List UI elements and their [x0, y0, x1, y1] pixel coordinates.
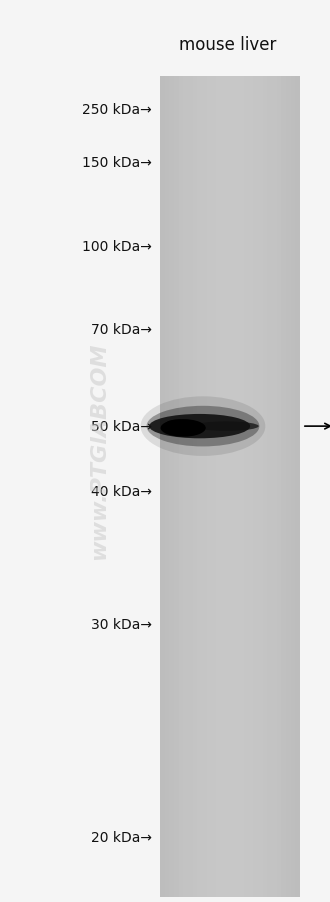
Bar — [197, 77, 202, 897]
Bar — [165, 77, 169, 897]
Bar — [207, 77, 211, 897]
Bar — [169, 77, 174, 897]
Bar — [174, 77, 179, 897]
Text: 50 kDa→: 50 kDa→ — [91, 419, 152, 434]
Ellipse shape — [149, 414, 250, 438]
Bar — [183, 77, 188, 897]
Bar — [263, 77, 267, 897]
Bar — [216, 77, 220, 897]
Bar — [291, 77, 295, 897]
Bar — [272, 77, 277, 897]
Ellipse shape — [147, 406, 259, 446]
Bar — [202, 77, 207, 897]
Text: 250 kDa→: 250 kDa→ — [82, 103, 152, 117]
Text: www.PTGlABCOM: www.PTGlABCOM — [89, 343, 109, 559]
Text: 30 kDa→: 30 kDa→ — [91, 617, 152, 631]
Bar — [212, 77, 216, 897]
Ellipse shape — [193, 422, 259, 431]
Bar — [277, 77, 281, 897]
Bar — [221, 77, 225, 897]
Text: 70 kDa→: 70 kDa→ — [91, 322, 152, 336]
Text: 100 kDa→: 100 kDa→ — [82, 239, 152, 253]
Bar — [267, 77, 272, 897]
Text: 20 kDa→: 20 kDa→ — [91, 830, 152, 844]
Bar — [295, 77, 300, 897]
Bar — [230, 77, 235, 897]
Text: 40 kDa→: 40 kDa→ — [91, 484, 152, 499]
Ellipse shape — [141, 397, 265, 456]
Bar — [286, 77, 290, 897]
Ellipse shape — [163, 420, 190, 435]
Bar — [258, 77, 263, 897]
Text: 150 kDa→: 150 kDa→ — [82, 155, 152, 170]
Bar — [249, 77, 253, 897]
Bar — [253, 77, 258, 897]
Bar — [239, 77, 244, 897]
Bar — [193, 77, 197, 897]
Bar — [179, 77, 183, 897]
Bar — [244, 77, 248, 897]
Bar — [281, 77, 286, 897]
Text: mouse liver: mouse liver — [179, 36, 277, 54]
Bar — [160, 77, 165, 897]
Bar — [235, 77, 239, 897]
Bar — [225, 77, 230, 897]
Bar — [188, 77, 192, 897]
Ellipse shape — [161, 419, 206, 437]
Bar — [160, 77, 295, 897]
